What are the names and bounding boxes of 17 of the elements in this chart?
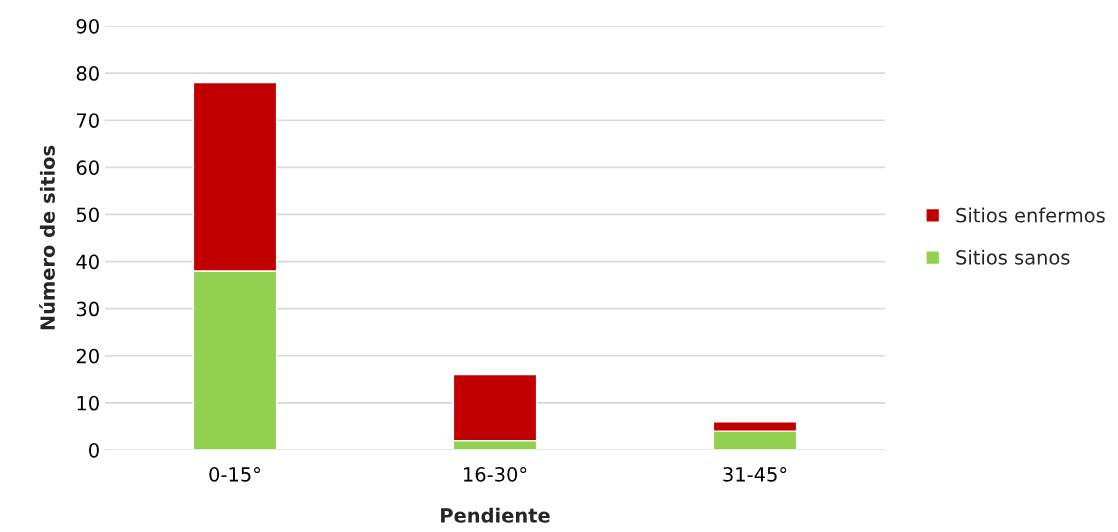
x-tick-label: 16-30°: [464, 467, 527, 482]
x-axis-title: Pendiente: [441, 507, 550, 523]
y-axis-title: Número de sitios: [39, 145, 55, 330]
y-tick-label: 50: [76, 207, 99, 223]
y-tick-label: 90: [76, 18, 99, 34]
legend-label: Sitios enfermos: [956, 207, 1105, 223]
x-tick-label: 0-15°: [209, 467, 261, 482]
y-tick-label: 0: [89, 442, 99, 458]
y-tick-label: 40: [76, 254, 99, 270]
x-tick-label: 31-45°: [723, 467, 787, 482]
y-tick-label: 30: [76, 301, 99, 317]
y-tick-label: 80: [76, 66, 99, 81]
legend-label: Sitios sanos: [956, 249, 1070, 265]
y-tick-label: 10: [77, 395, 99, 411]
y-tick-label: 20: [76, 348, 99, 364]
y-tick-label: 60: [76, 160, 99, 175]
y-tick-label: 70: [76, 113, 99, 128]
